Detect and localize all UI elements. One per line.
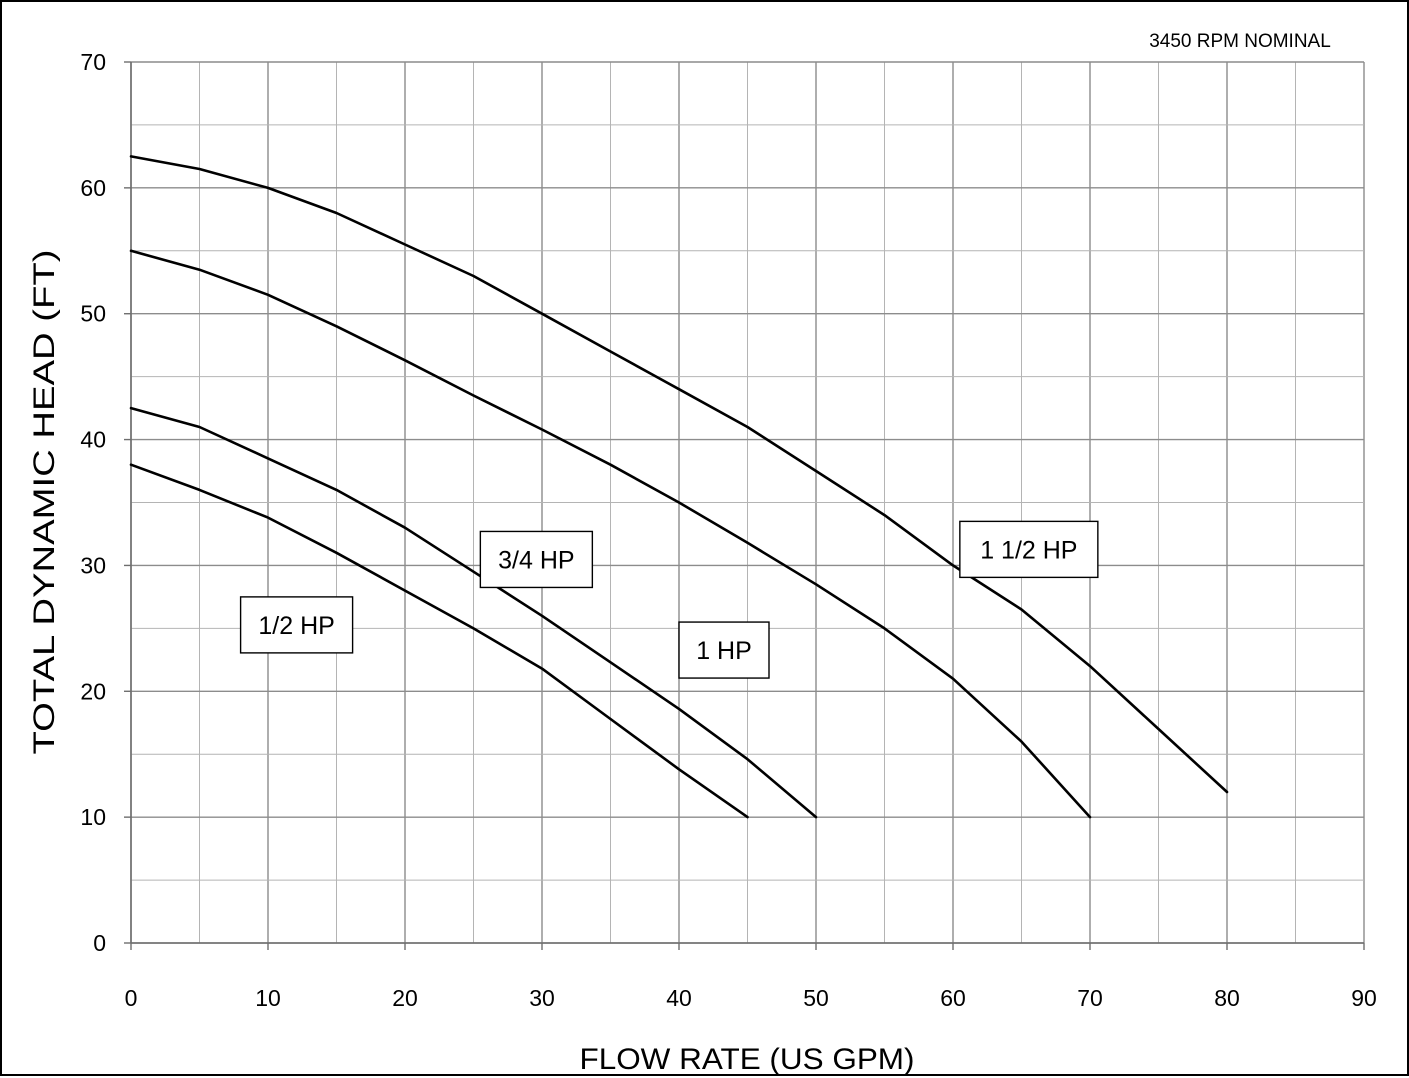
series-label: 1 HP [678, 621, 770, 679]
y-tick-label: 20 [80, 678, 106, 704]
y-tick-label: 0 [93, 930, 106, 956]
series-label: 1 1/2 HP [959, 520, 1099, 579]
y-tick-label: 10 [80, 804, 106, 830]
y-tick-labels: 0 10 20 30 40 50 60 70 [80, 49, 106, 956]
x-tick-label: 50 [803, 985, 829, 1011]
axes [124, 61, 1365, 950]
y-tick-label: 70 [80, 49, 106, 75]
x-tick-label: 10 [255, 985, 281, 1011]
x-axis-title: FLOW RATE (US GPM) [580, 1043, 915, 1076]
series-label: 1/2 HP [239, 596, 354, 654]
series-label-text: 1/2 HP [258, 612, 334, 640]
y-tick-label: 30 [80, 552, 106, 578]
x-tick-label: 60 [940, 985, 966, 1011]
y-tick-label: 50 [80, 301, 106, 327]
series-labels: 1/2 HP 3/4 HP 1 HP 1 1/2 HP [239, 520, 1099, 679]
x-tick-label: 0 [125, 985, 138, 1011]
series-line [129, 463, 749, 819]
y-axis-title: TOTAL DYNAMIC HEAD (FT) [28, 250, 61, 755]
x-tick-labels: 0 10 20 30 40 50 60 70 80 90 [125, 985, 1377, 1011]
y-tick-label: 40 [80, 427, 106, 453]
x-tick-label: 70 [1077, 985, 1103, 1011]
x-tick-label: 20 [392, 985, 418, 1011]
series-line [129, 406, 818, 819]
series-label: 3/4 HP [479, 530, 594, 589]
x-tick-label: 80 [1214, 985, 1240, 1011]
series-label-box [959, 520, 1099, 579]
series-line [129, 155, 1229, 794]
series-label-text: 1 1/2 HP [980, 536, 1077, 564]
x-tick-label: 40 [666, 985, 692, 1011]
series-lines [129, 155, 1229, 819]
series-label-text: 1 HP [696, 637, 752, 665]
grid [130, 61, 1365, 944]
series-label-box [678, 621, 770, 679]
x-tick-label: 90 [1351, 985, 1377, 1011]
series-label-box [239, 596, 354, 654]
series-line [129, 249, 1092, 819]
series-label-text: 3/4 HP [498, 546, 574, 574]
y-tick-label: 60 [80, 175, 106, 201]
series-label-box [479, 530, 594, 589]
rpm-annotation: 3450 RPM NOMINAL [1149, 31, 1331, 52]
x-tick-label: 30 [529, 985, 555, 1011]
